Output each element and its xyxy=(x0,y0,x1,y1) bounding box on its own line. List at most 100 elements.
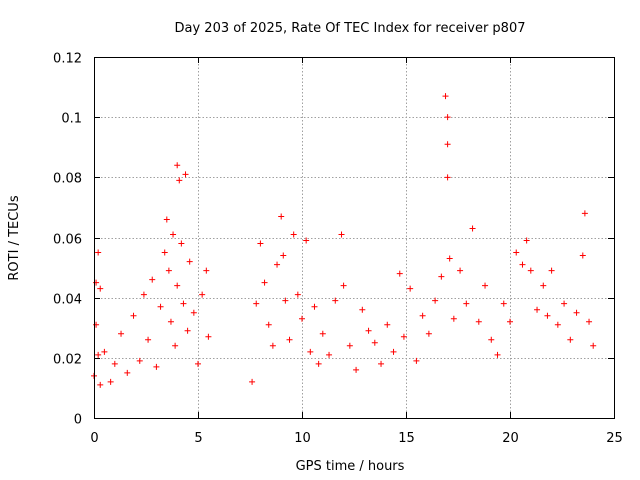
y-tick-label: 0.12 xyxy=(53,52,82,67)
data-point xyxy=(527,267,534,274)
data-point xyxy=(180,300,187,307)
data-point xyxy=(359,306,366,313)
data-point xyxy=(95,249,102,256)
data-points xyxy=(91,93,597,388)
data-point xyxy=(419,312,426,319)
data-point xyxy=(195,360,201,367)
data-point xyxy=(294,291,301,298)
data-point xyxy=(494,351,501,358)
data-point xyxy=(500,300,507,307)
chart-title: Day 203 of 2025, Rate Of TEC Index for r… xyxy=(175,21,526,36)
data-point xyxy=(442,93,449,100)
data-point xyxy=(182,171,189,178)
data-point xyxy=(111,360,118,367)
data-point xyxy=(278,213,285,220)
data-point xyxy=(438,273,445,280)
data-point xyxy=(95,351,102,358)
data-point xyxy=(249,378,256,385)
data-point xyxy=(299,315,305,322)
data-point xyxy=(579,252,586,259)
data-point xyxy=(97,285,104,292)
x-tick-label: 0 xyxy=(90,431,98,446)
data-point xyxy=(190,309,197,316)
data-point xyxy=(581,210,588,217)
y-tick-label: 0.02 xyxy=(53,353,82,368)
data-point xyxy=(446,255,453,262)
data-point xyxy=(378,360,385,367)
data-point xyxy=(444,114,451,121)
data-point xyxy=(199,291,206,298)
data-point xyxy=(407,285,414,292)
data-point xyxy=(540,282,547,289)
data-point xyxy=(400,333,407,340)
data-point xyxy=(174,162,181,169)
data-point xyxy=(450,315,457,322)
x-tick-labels: 0 5 10 15 20 25 xyxy=(90,431,622,446)
data-point xyxy=(326,351,333,358)
data-point xyxy=(544,312,551,319)
data-point xyxy=(274,261,281,268)
data-point xyxy=(507,318,513,325)
data-point xyxy=(176,177,183,184)
data-point xyxy=(523,237,530,244)
data-point xyxy=(534,306,541,313)
y-tick-label: 0 xyxy=(74,413,82,428)
x-axis-label: GPS time / hours xyxy=(296,459,405,474)
grid-lines xyxy=(94,57,614,418)
data-point xyxy=(590,342,597,349)
data-point xyxy=(315,360,322,367)
data-point xyxy=(205,333,212,340)
y-tick-label: 0.08 xyxy=(53,172,82,187)
data-point xyxy=(170,231,177,238)
data-point xyxy=(257,240,264,247)
data-point xyxy=(161,249,168,256)
data-point xyxy=(130,312,137,319)
data-point xyxy=(463,300,470,307)
data-point xyxy=(519,261,526,268)
y-tick-label: 0.06 xyxy=(53,233,82,248)
data-point xyxy=(396,270,403,277)
x-tick-label: 20 xyxy=(502,431,519,446)
data-point xyxy=(93,321,100,328)
data-point xyxy=(548,267,555,274)
data-point xyxy=(457,267,464,274)
data-point xyxy=(444,174,451,181)
data-point xyxy=(172,342,179,349)
data-point xyxy=(261,279,268,286)
data-point xyxy=(554,321,561,328)
x-tick-label: 15 xyxy=(398,431,415,446)
data-point xyxy=(163,216,170,223)
data-point xyxy=(475,318,482,325)
data-point xyxy=(149,276,156,283)
data-point xyxy=(203,267,210,274)
data-point xyxy=(371,339,378,346)
data-point xyxy=(107,378,114,385)
data-point xyxy=(290,231,297,238)
data-point xyxy=(319,330,326,337)
data-point xyxy=(174,282,181,289)
data-point xyxy=(93,279,100,286)
data-point xyxy=(286,336,293,343)
data-point xyxy=(186,258,193,265)
data-point xyxy=(118,330,125,337)
data-point xyxy=(124,369,131,376)
data-point xyxy=(145,336,152,343)
data-point xyxy=(353,366,360,373)
data-point xyxy=(586,318,593,325)
data-point xyxy=(97,381,104,388)
data-point xyxy=(384,321,391,328)
axis-ticks xyxy=(94,57,615,419)
data-point xyxy=(567,336,574,343)
data-point xyxy=(425,330,432,337)
y-axis-label: ROTI / TECUs xyxy=(7,195,22,280)
data-point xyxy=(303,237,310,244)
data-point xyxy=(365,327,372,334)
data-point xyxy=(469,225,476,232)
data-point xyxy=(167,318,174,325)
data-point xyxy=(269,342,276,349)
data-point xyxy=(165,267,172,274)
data-point xyxy=(136,357,143,364)
data-point xyxy=(390,348,397,355)
data-point xyxy=(482,282,489,289)
data-point xyxy=(265,321,272,328)
